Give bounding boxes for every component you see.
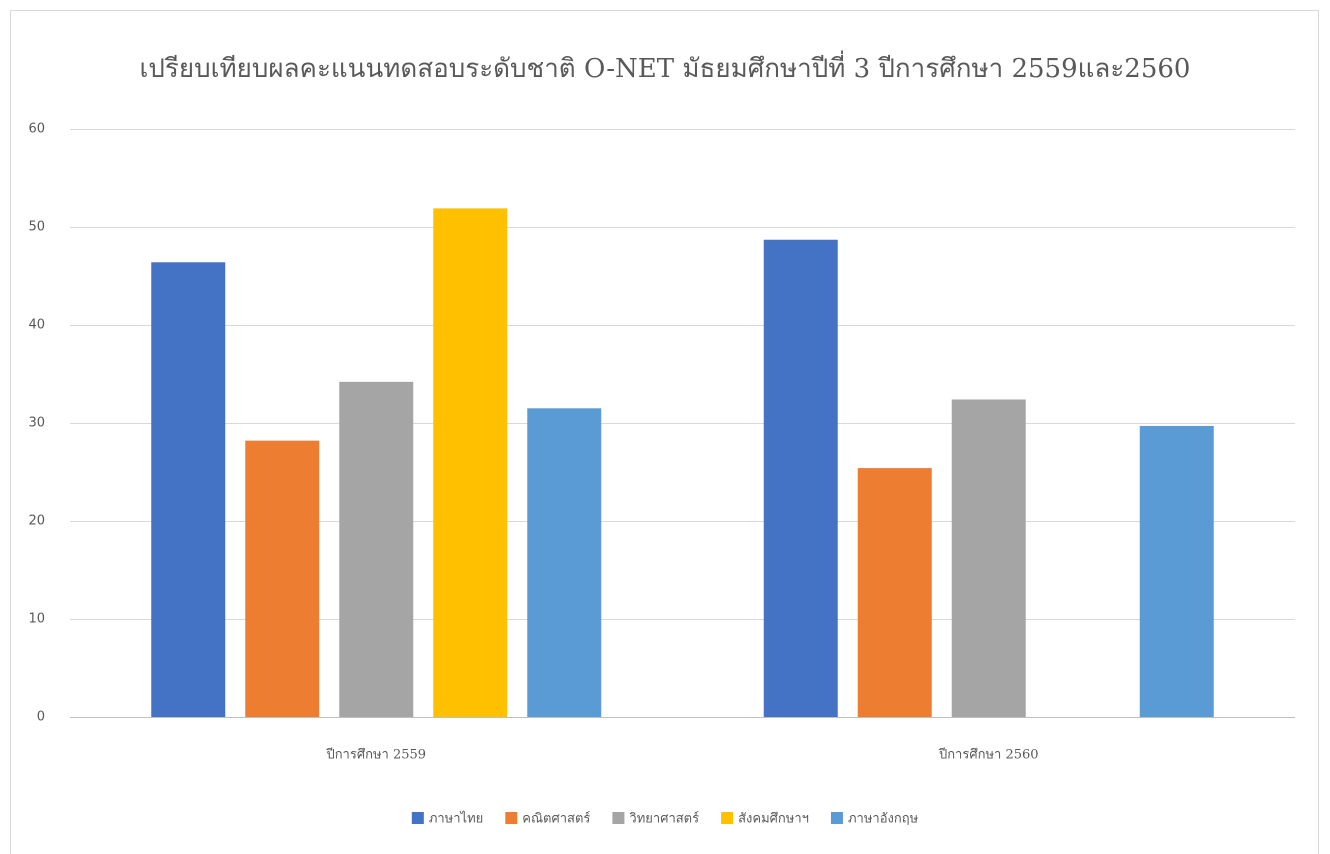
- y-tick-label: 60: [28, 122, 45, 137]
- bar: [857, 468, 932, 717]
- legend-swatch: [721, 812, 734, 824]
- y-tick-label: 20: [28, 514, 45, 529]
- bar: [339, 381, 414, 717]
- legend-swatch: [411, 812, 424, 824]
- x-tick-label: ปีการศึกษา 2560: [938, 747, 1039, 763]
- x-tick-label: ปีการศึกษา 2559: [325, 747, 426, 763]
- y-tick-label: 10: [28, 612, 45, 627]
- bar: [763, 239, 838, 718]
- legend-label: คณิตศาสตร์: [522, 811, 590, 827]
- legend-label: ภาษาอังกฤษ: [848, 812, 919, 827]
- legend-label: ภาษาไทย: [429, 811, 483, 827]
- bar: [1139, 425, 1214, 717]
- legend-swatch: [612, 812, 625, 824]
- legend-swatch: [830, 812, 843, 824]
- bar: [433, 208, 508, 717]
- bar: [951, 399, 1026, 717]
- y-tick-label: 50: [28, 220, 45, 235]
- bar: [151, 262, 226, 717]
- legend-label: วิทยาศาสตร์: [629, 811, 699, 827]
- legend-label: สังคมศึกษาฯ: [738, 812, 809, 827]
- y-tick-label: 40: [28, 318, 45, 333]
- bar: [245, 440, 320, 717]
- y-tick-label: 30: [28, 416, 45, 431]
- chart-frame: [10, 10, 1319, 854]
- chart-title: เปรียบเทียบผลคะแนนทดสอบระดับชาติ O-NET ม…: [140, 50, 1191, 84]
- bar: [527, 408, 602, 717]
- y-tick-label: 0: [37, 710, 45, 725]
- legend-swatch: [505, 812, 518, 824]
